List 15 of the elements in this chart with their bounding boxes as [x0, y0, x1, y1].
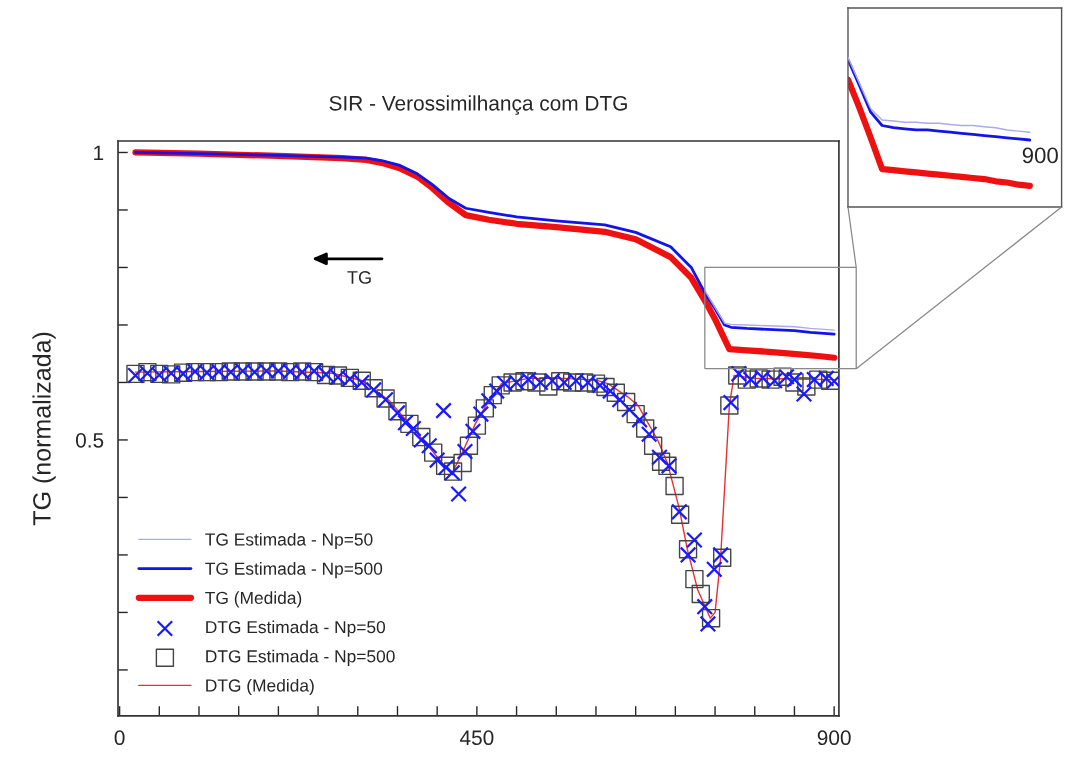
x-tick-label: 900 — [817, 730, 851, 746]
x-tick-label: 450 — [459, 730, 494, 746]
legend-label: TG (Medida) — [205, 591, 302, 608]
legend-label: DTG Estimada - Np=500 — [206, 649, 395, 666]
legend-label: DTG (Medida) — [206, 678, 314, 696]
y-axis-title: TG (normalizada) — [32, 332, 56, 526]
y-tick-label: 1 — [94, 145, 104, 161]
chart-title: SIR - Verossimilhança com DTG — [329, 95, 627, 115]
legend-label: TG Estimada - Np=500 — [205, 562, 383, 579]
x-tick-label: 0 — [114, 730, 125, 746]
annotation: 900 — [1022, 147, 1058, 164]
legend-label: TG Estimada - Np=50 — [205, 532, 373, 550]
annotation: TG — [347, 271, 371, 284]
legend-label: DTG Estimada - Np=50 — [206, 620, 386, 637]
y-tick-label: 0.5 — [75, 432, 104, 448]
